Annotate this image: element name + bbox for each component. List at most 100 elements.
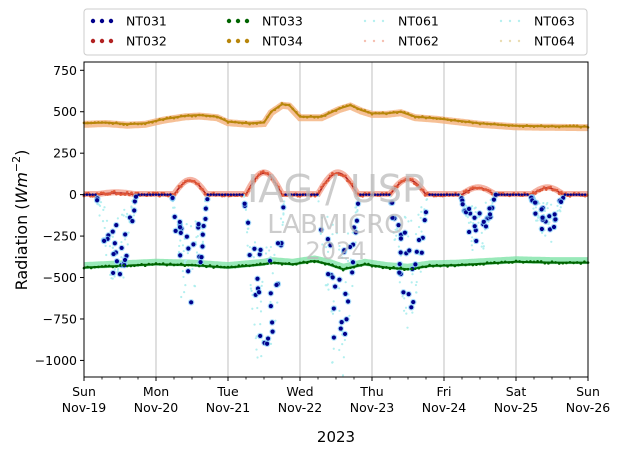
nt033-point [219,265,223,269]
nt031-point [572,193,575,196]
nt032-point [559,190,563,194]
nt034-point [561,125,565,128]
nt061-point [265,246,268,249]
nt031-point [281,205,286,210]
nt061-point [415,280,418,284]
nt061-point [324,284,327,287]
nt033-point [377,265,381,268]
nt032-point [419,187,423,191]
nt034-point [583,124,586,128]
nt034-point [208,114,212,118]
nt034-point [133,122,136,125]
nt061-point [344,281,347,284]
nt031-point [94,193,97,196]
nt032-point [268,173,272,177]
nt061-point [259,323,262,326]
nt031-point [409,305,414,310]
nt061-point [536,219,539,222]
nt033-point [341,268,345,272]
nt034-point [176,116,179,119]
nt032-point [130,191,133,195]
nt033-point [406,267,410,271]
nt032-point [400,180,403,183]
nt034-point [467,120,471,123]
nt031-point [558,199,564,204]
nt033-point [532,260,536,264]
nt033-point [575,261,579,264]
nt031-point [397,270,402,275]
nt061-point [410,281,413,284]
nt031-point [199,255,204,260]
nt033-point [154,262,158,265]
nt061-point [559,210,562,213]
nt061-point [357,196,360,200]
nt034-point [86,121,89,125]
nt034-point [424,116,428,120]
nt031-point [503,193,506,196]
nt032-point [477,186,481,190]
nt034-point [377,111,381,115]
nt033-point [565,261,568,265]
nt034-point [385,112,388,116]
nt033-point [583,260,586,264]
nt033-point [547,262,550,265]
nt061-point [261,280,264,283]
nt061-point [276,301,279,304]
legend-marker [508,39,512,43]
x-tick-label-day: Fri [437,384,452,399]
nt033-point [507,261,511,264]
nt033-point [428,263,431,267]
x-axis-label: 2023 [317,428,355,446]
nt031-point [85,193,89,196]
nt061-point [250,289,253,292]
nt034-point [392,110,395,114]
nt061-point [99,201,103,204]
nt031-point [203,216,208,222]
nt031-point [186,269,191,274]
nt032-point [259,171,263,174]
nt033-point [280,263,284,266]
nt031-point [342,331,348,337]
nt061-point [125,212,129,215]
y-tick-label: 0 [69,187,77,202]
nt031-point [275,241,281,246]
nt033-point [410,267,413,271]
nt034-point [406,112,410,115]
nt032-point [264,171,267,175]
nt031-point [402,230,408,235]
legend-entry-nt034: NT034 [226,34,303,49]
nt033-point [323,262,327,266]
nt034-point [201,113,205,117]
nt032-point [471,186,475,190]
legend-marker [90,38,96,44]
nt031-point [154,193,158,196]
nt061-point [105,219,109,222]
nt032-point [123,193,127,196]
nt033-point [89,266,93,270]
nt034-point [194,114,197,118]
nt061-point [401,295,404,298]
nt033-point [298,261,302,265]
nt031-point [477,211,482,216]
nt031-point [137,193,141,196]
nt061-point [469,221,472,224]
nt031-point [547,214,552,219]
nt034-point [302,115,305,119]
nt061-point [255,348,258,351]
nt031-point [359,193,362,196]
nt033-point [287,262,291,265]
nt031-point [298,193,302,196]
nt031-point [419,250,424,255]
nt034-point [421,115,424,118]
nt034-point [269,110,273,114]
nt033-point [460,263,464,266]
nt033-point [104,264,107,268]
nt034-point [464,120,467,124]
nt031-point [575,193,578,196]
nt033-point [273,261,277,265]
nt032-point [320,185,323,189]
nt034-point [550,124,554,128]
nt031-point [355,201,361,206]
nt032-point [464,189,468,192]
nt061-point [482,247,485,250]
